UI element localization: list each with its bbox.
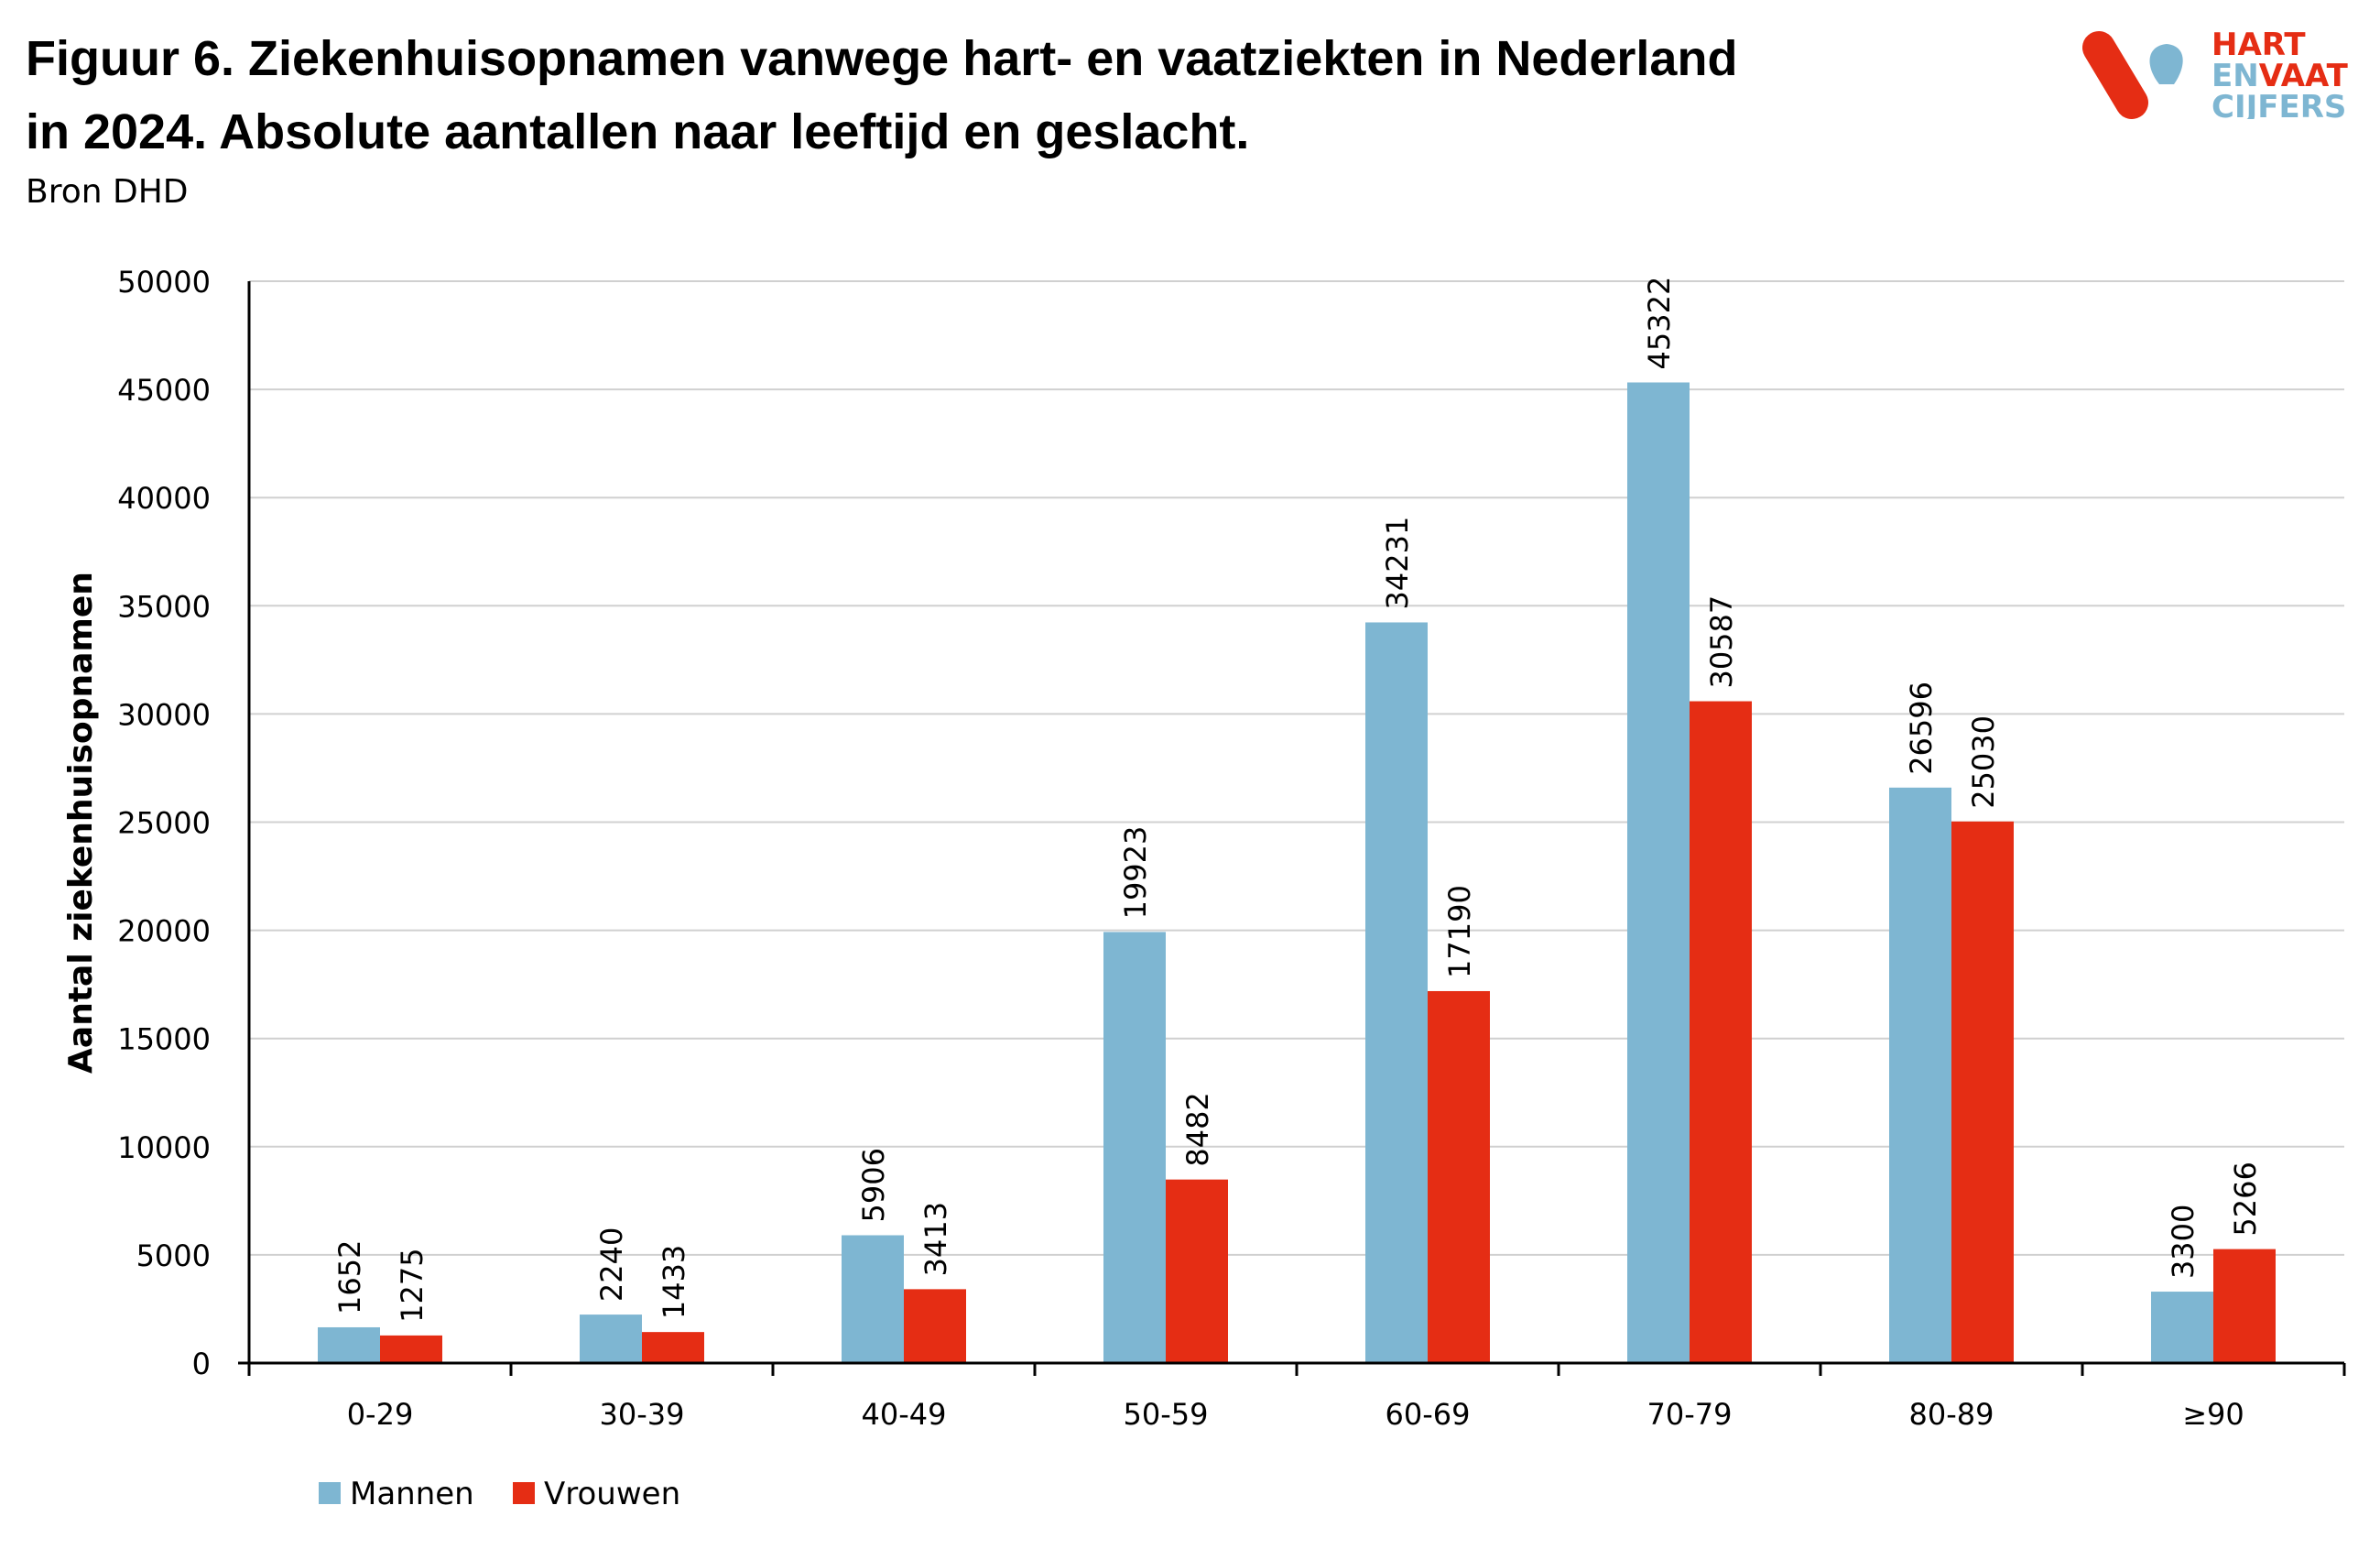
y-tick-label: 50000: [117, 265, 211, 300]
bar-mannen: [580, 1314, 642, 1363]
bar-vrouwen: [1951, 821, 2014, 1363]
x-tick-label: 50-59: [1124, 1397, 1209, 1432]
svg-text:CIJFERS: CIJFERS: [2212, 89, 2346, 119]
x-tick-label: ≥90: [2182, 1397, 2244, 1432]
bar-vrouwen: [904, 1289, 966, 1363]
bar-mannen: [318, 1326, 380, 1363]
legend-label-mannen: Mannen: [350, 1476, 474, 1512]
x-tick-label: 80-89: [1909, 1397, 1994, 1432]
x-tick-label: 70-79: [1647, 1397, 1733, 1432]
data-label: 26596: [1904, 682, 1939, 775]
x-tick-label: 40-49: [862, 1397, 947, 1432]
y-axis-label: Aantal ziekenhuisopnamen: [62, 572, 100, 1074]
data-label: 34231: [1380, 517, 1415, 610]
y-tick-label: 25000: [117, 806, 211, 841]
bar-vrouwen: [1428, 990, 1490, 1363]
y-tick-label: 30000: [117, 697, 211, 732]
data-label: 45322: [1642, 277, 1677, 370]
y-tick-label: 45000: [117, 373, 211, 408]
data-label: 1652: [332, 1240, 367, 1314]
bar-mannen: [842, 1235, 904, 1363]
title-line-2: in 2024. Absolute aantallen naar leeftij…: [26, 104, 1250, 159]
bar-mannen: [2151, 1292, 2213, 1363]
data-label: 30587: [1704, 595, 1739, 689]
data-label: 1275: [395, 1248, 429, 1322]
chart-title: Figuur 6. Ziekenhuisopnamen vanwege hart…: [26, 22, 2059, 169]
bar-vrouwen: [380, 1335, 442, 1363]
x-tick-label: 0-29: [347, 1397, 414, 1432]
legend-label-vrouwen: Vrouwen: [544, 1476, 680, 1512]
data-label: 2240: [594, 1227, 629, 1302]
bar-vrouwen: [1690, 701, 1752, 1363]
title-line-1: Figuur 6. Ziekenhuisopnamen vanwege hart…: [26, 31, 1738, 86]
y-tick-label: 15000: [117, 1022, 211, 1057]
bar-mannen: [1627, 382, 1690, 1363]
source-note: Bron DHD: [26, 173, 189, 211]
y-tick-label: 5000: [136, 1238, 211, 1273]
bar-vrouwen: [2213, 1249, 2276, 1363]
data-label: 19923: [1118, 826, 1153, 920]
x-tick-label: 60-69: [1386, 1397, 1471, 1432]
bar-vrouwen: [1166, 1179, 1228, 1363]
x-tick-label: 30-39: [600, 1397, 685, 1432]
data-label: 5266: [2228, 1162, 2263, 1236]
bar-mannen: [1103, 932, 1166, 1363]
svg-text:HART: HART: [2212, 27, 2306, 63]
y-tick-label: 40000: [117, 481, 211, 516]
legend-swatch-vrouwen: [513, 1482, 535, 1504]
data-label: 25030: [1966, 715, 2001, 809]
bar-vrouwen: [642, 1332, 704, 1363]
data-label: 5906: [856, 1148, 891, 1222]
data-label: 3413: [918, 1202, 953, 1276]
data-label: 1433: [657, 1245, 691, 1319]
bar-mannen: [1365, 622, 1428, 1363]
data-label: 8482: [1180, 1092, 1215, 1166]
data-label: 17190: [1442, 885, 1477, 978]
y-tick-label: 10000: [117, 1130, 211, 1165]
y-tick-label: 20000: [117, 914, 211, 949]
bar-mannen: [1889, 787, 1951, 1363]
y-tick-label: 0: [192, 1347, 211, 1381]
legend-swatch-mannen: [319, 1482, 341, 1504]
svg-text:ENVAAT: ENVAAT: [2212, 58, 2349, 94]
data-label: 3300: [2166, 1205, 2201, 1279]
hart-en-vaat-cijfers-logo: HART ENVAAT CIJFERS: [2082, 27, 2349, 119]
y-tick-label: 35000: [117, 589, 211, 624]
